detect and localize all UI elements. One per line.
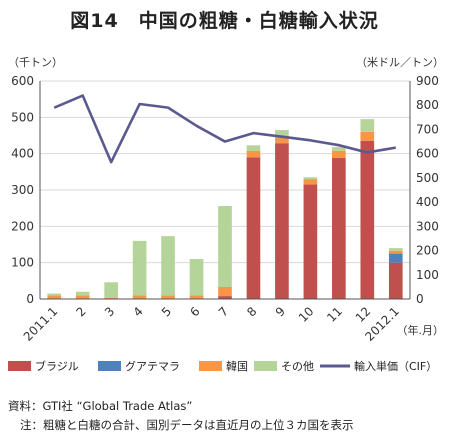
bar-segment (75, 295, 90, 299)
bar-segment (388, 262, 403, 299)
chart-title: 図14 中国の粗糖・白糖輸入状況 (70, 10, 379, 32)
source-note: 資料：GTI社 “Global Trade Atlas” (8, 399, 193, 413)
y-right-tick-label: 900 (416, 74, 439, 88)
bar-segment (332, 150, 346, 159)
bar-segment (275, 143, 289, 299)
y-right-tick-label: 800 (416, 98, 439, 112)
x-tick-label: 2 (74, 304, 89, 319)
bar-segment (104, 282, 118, 298)
bar-segment (303, 179, 318, 185)
x-tick-label: 2011.1 (21, 304, 61, 344)
bar-segment (218, 205, 232, 288)
bar-segment (332, 158, 346, 299)
legend-swatch (199, 361, 222, 371)
legend-swatch (98, 361, 121, 371)
bar-segment (218, 296, 232, 299)
bar-segment (388, 250, 403, 254)
bar-segment (132, 240, 147, 296)
bar-segment (275, 130, 289, 137)
price-line (53, 94, 396, 164)
y-right-tick-label: 100 (416, 268, 439, 282)
y-left-tick-label: 0 (26, 292, 34, 306)
legend-label: グアテマラ (125, 359, 180, 373)
y-left-tick-label: 100 (11, 256, 34, 270)
bar-segment (189, 295, 204, 299)
x-tick-label: 8 (244, 304, 259, 319)
bar-segment (275, 136, 289, 144)
bar-segment (104, 297, 118, 299)
bar-segment (132, 295, 147, 299)
legend-label: ブラジル (35, 359, 79, 373)
y-left-tick-label: 200 (11, 219, 34, 233)
bar-segment (360, 140, 375, 299)
x-tick-label: 11 (324, 304, 345, 325)
y-left-tick-label: 600 (11, 74, 34, 88)
y-left-unit-label: （千トン） (8, 56, 63, 69)
bar-segment (246, 157, 261, 299)
footnote: 注：粗糖と白糖の合計、国別データは直近月の上位３カ国を表示 (20, 418, 354, 432)
bar-segment (303, 177, 318, 180)
bar-segment (161, 295, 175, 299)
bar-segment (246, 145, 261, 151)
bar-segment (75, 291, 90, 296)
x-tick-label: 4 (130, 304, 145, 319)
y-right-tick-label: 700 (416, 122, 439, 136)
bar-segment (303, 184, 318, 299)
x-tick-label: 5 (159, 304, 174, 319)
bar-segment (388, 248, 403, 251)
y-right-tick-label: 500 (416, 171, 439, 185)
y-left-tick-label: 500 (11, 110, 34, 124)
x-tick-label: 9 (273, 304, 288, 319)
y-right-tick-label: 200 (416, 244, 439, 258)
x-tick-label: 3 (102, 304, 117, 319)
bar-segment (332, 147, 346, 151)
y-right-unit-label: （米ドル／トン） (356, 56, 444, 69)
x-tick-label: 12 (353, 304, 374, 325)
bar-segment (360, 119, 375, 132)
x-tick-label: 10 (296, 304, 317, 325)
x-unit-label: （年.月） (397, 323, 445, 337)
y-right-tick-label: 300 (416, 219, 439, 233)
x-tick-label: 7 (216, 304, 231, 319)
legend-label: 輸入単価（CIF） (354, 359, 437, 373)
bar-segment (246, 150, 261, 158)
y-right-tick-label: 0 (416, 292, 424, 306)
y-left-tick-label: 400 (11, 147, 34, 161)
x-tick-label: 6 (187, 304, 202, 319)
legend-label: 韓国 (226, 360, 248, 373)
bar-segment (388, 253, 403, 263)
bar-segment (47, 295, 62, 299)
legend-label: その他 (281, 360, 314, 373)
y-right-tick-label: 600 (416, 147, 439, 161)
y-left-tick-label: 300 (11, 183, 34, 197)
bar-segment (47, 293, 62, 296)
legend-swatch (8, 361, 31, 371)
bar-segment (360, 131, 375, 141)
bar-segment (189, 259, 204, 296)
legend-swatch (254, 361, 277, 371)
y-right-tick-label: 400 (416, 195, 439, 209)
bar-segment (161, 236, 175, 296)
bar-segment (218, 287, 232, 297)
